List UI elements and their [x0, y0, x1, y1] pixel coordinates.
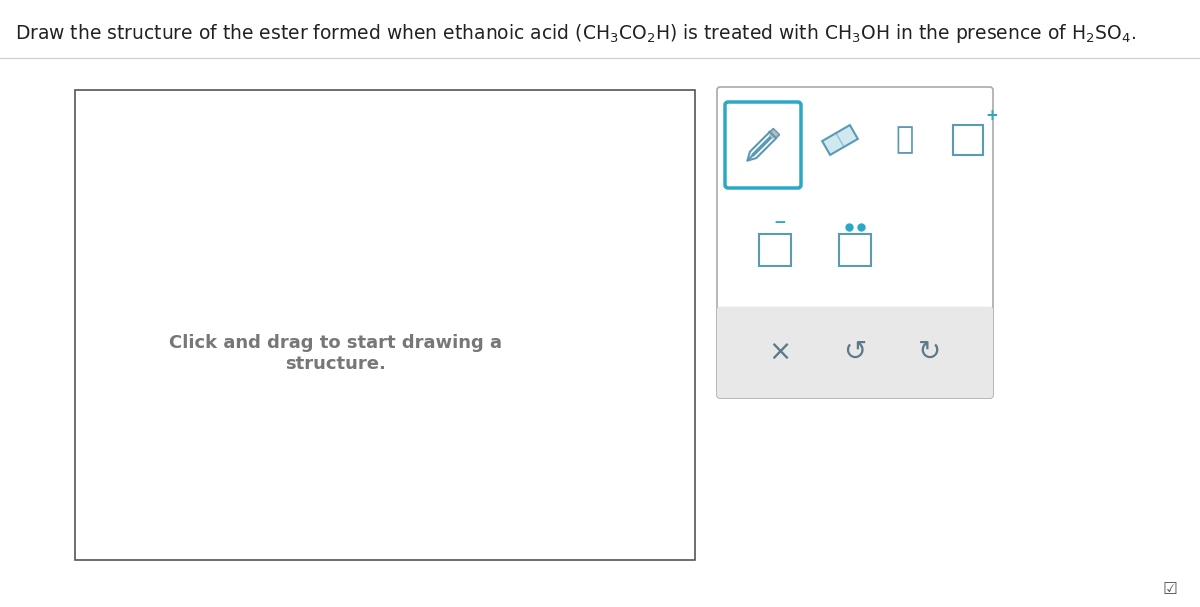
Text: ↺: ↺ — [844, 338, 866, 366]
Bar — [953, 125, 983, 155]
Text: ↻: ↻ — [918, 338, 942, 366]
Text: Click and drag to start drawing a
structure.: Click and drag to start drawing a struct… — [169, 334, 502, 373]
FancyBboxPatch shape — [718, 307, 994, 398]
FancyBboxPatch shape — [725, 102, 802, 188]
FancyBboxPatch shape — [718, 87, 994, 398]
Polygon shape — [822, 125, 858, 155]
Text: +: + — [985, 108, 997, 123]
Text: 🖐: 🖐 — [896, 126, 914, 155]
Text: Draw the structure of the ester formed when ethanoic acid $\mathrm{(CH_3CO_2H)}$: Draw the structure of the ester formed w… — [14, 22, 1136, 45]
Text: ☑: ☑ — [1163, 580, 1177, 598]
Text: −: − — [774, 215, 786, 230]
Bar — [839, 234, 871, 266]
Text: ×: × — [768, 338, 792, 366]
Polygon shape — [769, 129, 780, 138]
Bar — [74, 90, 695, 560]
Bar — [760, 234, 791, 266]
